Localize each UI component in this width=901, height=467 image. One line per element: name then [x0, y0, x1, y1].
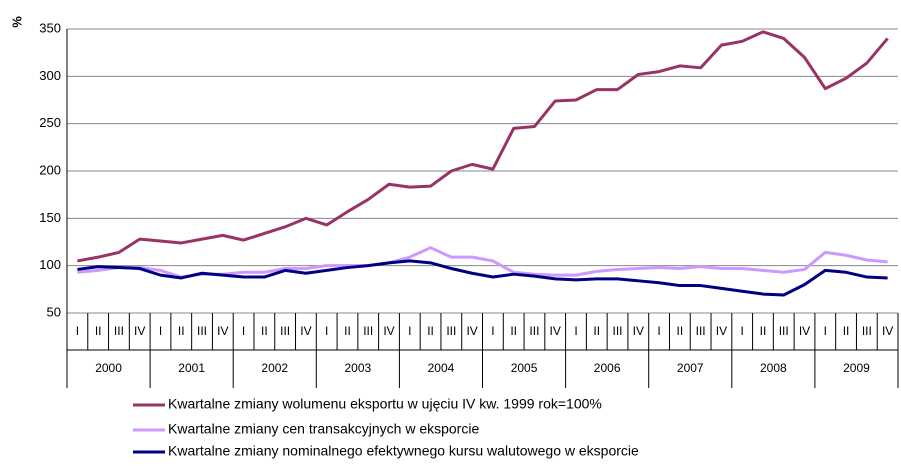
x-tick-label: I: [159, 324, 162, 338]
x-tick-label: IV: [466, 324, 477, 338]
x-tick-label: IV: [882, 324, 893, 338]
x-tick-label: III: [114, 324, 124, 338]
x-tick-label: IV: [383, 324, 394, 338]
x-tick-label: III: [862, 324, 872, 338]
x-group-label: 2008: [760, 361, 787, 375]
x-tick-label: III: [613, 324, 623, 338]
series-line: [77, 259, 888, 297]
x-group-label: 2004: [428, 361, 455, 375]
x-tick-label: II: [677, 324, 684, 338]
y-tick-label: 150: [39, 210, 61, 225]
x-tick-label: I: [741, 324, 744, 338]
legend-label: Kwartalne zmiany wolumenu eksportu w uję…: [168, 396, 602, 412]
legend-label: Kwartalne zmiany nominalnego efektywnego…: [168, 443, 639, 459]
x-tick-label: I: [491, 324, 494, 338]
x-group-label: 2009: [843, 361, 870, 375]
y-axis-label: %: [9, 16, 24, 28]
y-tick-label: 50: [47, 304, 61, 319]
x-tick-label: IV: [633, 324, 644, 338]
x-tick-label: II: [760, 324, 767, 338]
x-tick-label: III: [529, 324, 539, 338]
x-tick-label: I: [242, 324, 245, 338]
x-group-label: 2003: [344, 361, 371, 375]
y-tick-label: 350: [39, 20, 61, 35]
x-group-label: 2000: [95, 361, 122, 375]
x-tick-label: I: [76, 324, 79, 338]
series-line: [77, 30, 889, 263]
x-tick-label: I: [657, 324, 660, 338]
x-tick-label: III: [696, 324, 706, 338]
x-tick-label: IV: [134, 324, 145, 338]
x-tick-label: I: [325, 324, 328, 338]
y-tick-label: 200: [39, 162, 61, 177]
y-tick-label: 100: [39, 257, 61, 272]
x-tick-label: II: [261, 324, 268, 338]
x-group-label: 2006: [594, 361, 621, 375]
x-tick-label: III: [363, 324, 373, 338]
x-tick-label: I: [408, 324, 411, 338]
y-tick-label: 300: [39, 68, 61, 83]
y-tick-label: 250: [39, 115, 61, 130]
x-tick-label: III: [779, 324, 789, 338]
x-group-label: 2005: [511, 361, 538, 375]
x-tick-label: II: [178, 324, 185, 338]
x-tick-label: II: [427, 324, 434, 338]
x-tick-label: IV: [550, 324, 561, 338]
legend-label: Kwartalne zmiany cen transakcyjnych w ek…: [168, 421, 479, 437]
x-tick-label: IV: [217, 324, 228, 338]
x-group-label: 2001: [178, 361, 205, 375]
x-tick-label: I: [824, 324, 827, 338]
x-tick-label: III: [197, 324, 207, 338]
x-tick-label: III: [446, 324, 456, 338]
x-tick-label: III: [280, 324, 290, 338]
x-group-label: 2002: [261, 361, 288, 375]
x-tick-label: II: [510, 324, 517, 338]
x-tick-label: IV: [716, 324, 727, 338]
x-tick-label: IV: [799, 324, 810, 338]
x-tick-label: II: [843, 324, 850, 338]
x-tick-label: II: [344, 324, 351, 338]
x-tick-label: I: [574, 324, 577, 338]
x-tick-label: II: [593, 324, 600, 338]
x-group-label: 2007: [677, 361, 704, 375]
x-tick-label: IV: [300, 324, 311, 338]
x-tick-label: II: [95, 324, 102, 338]
